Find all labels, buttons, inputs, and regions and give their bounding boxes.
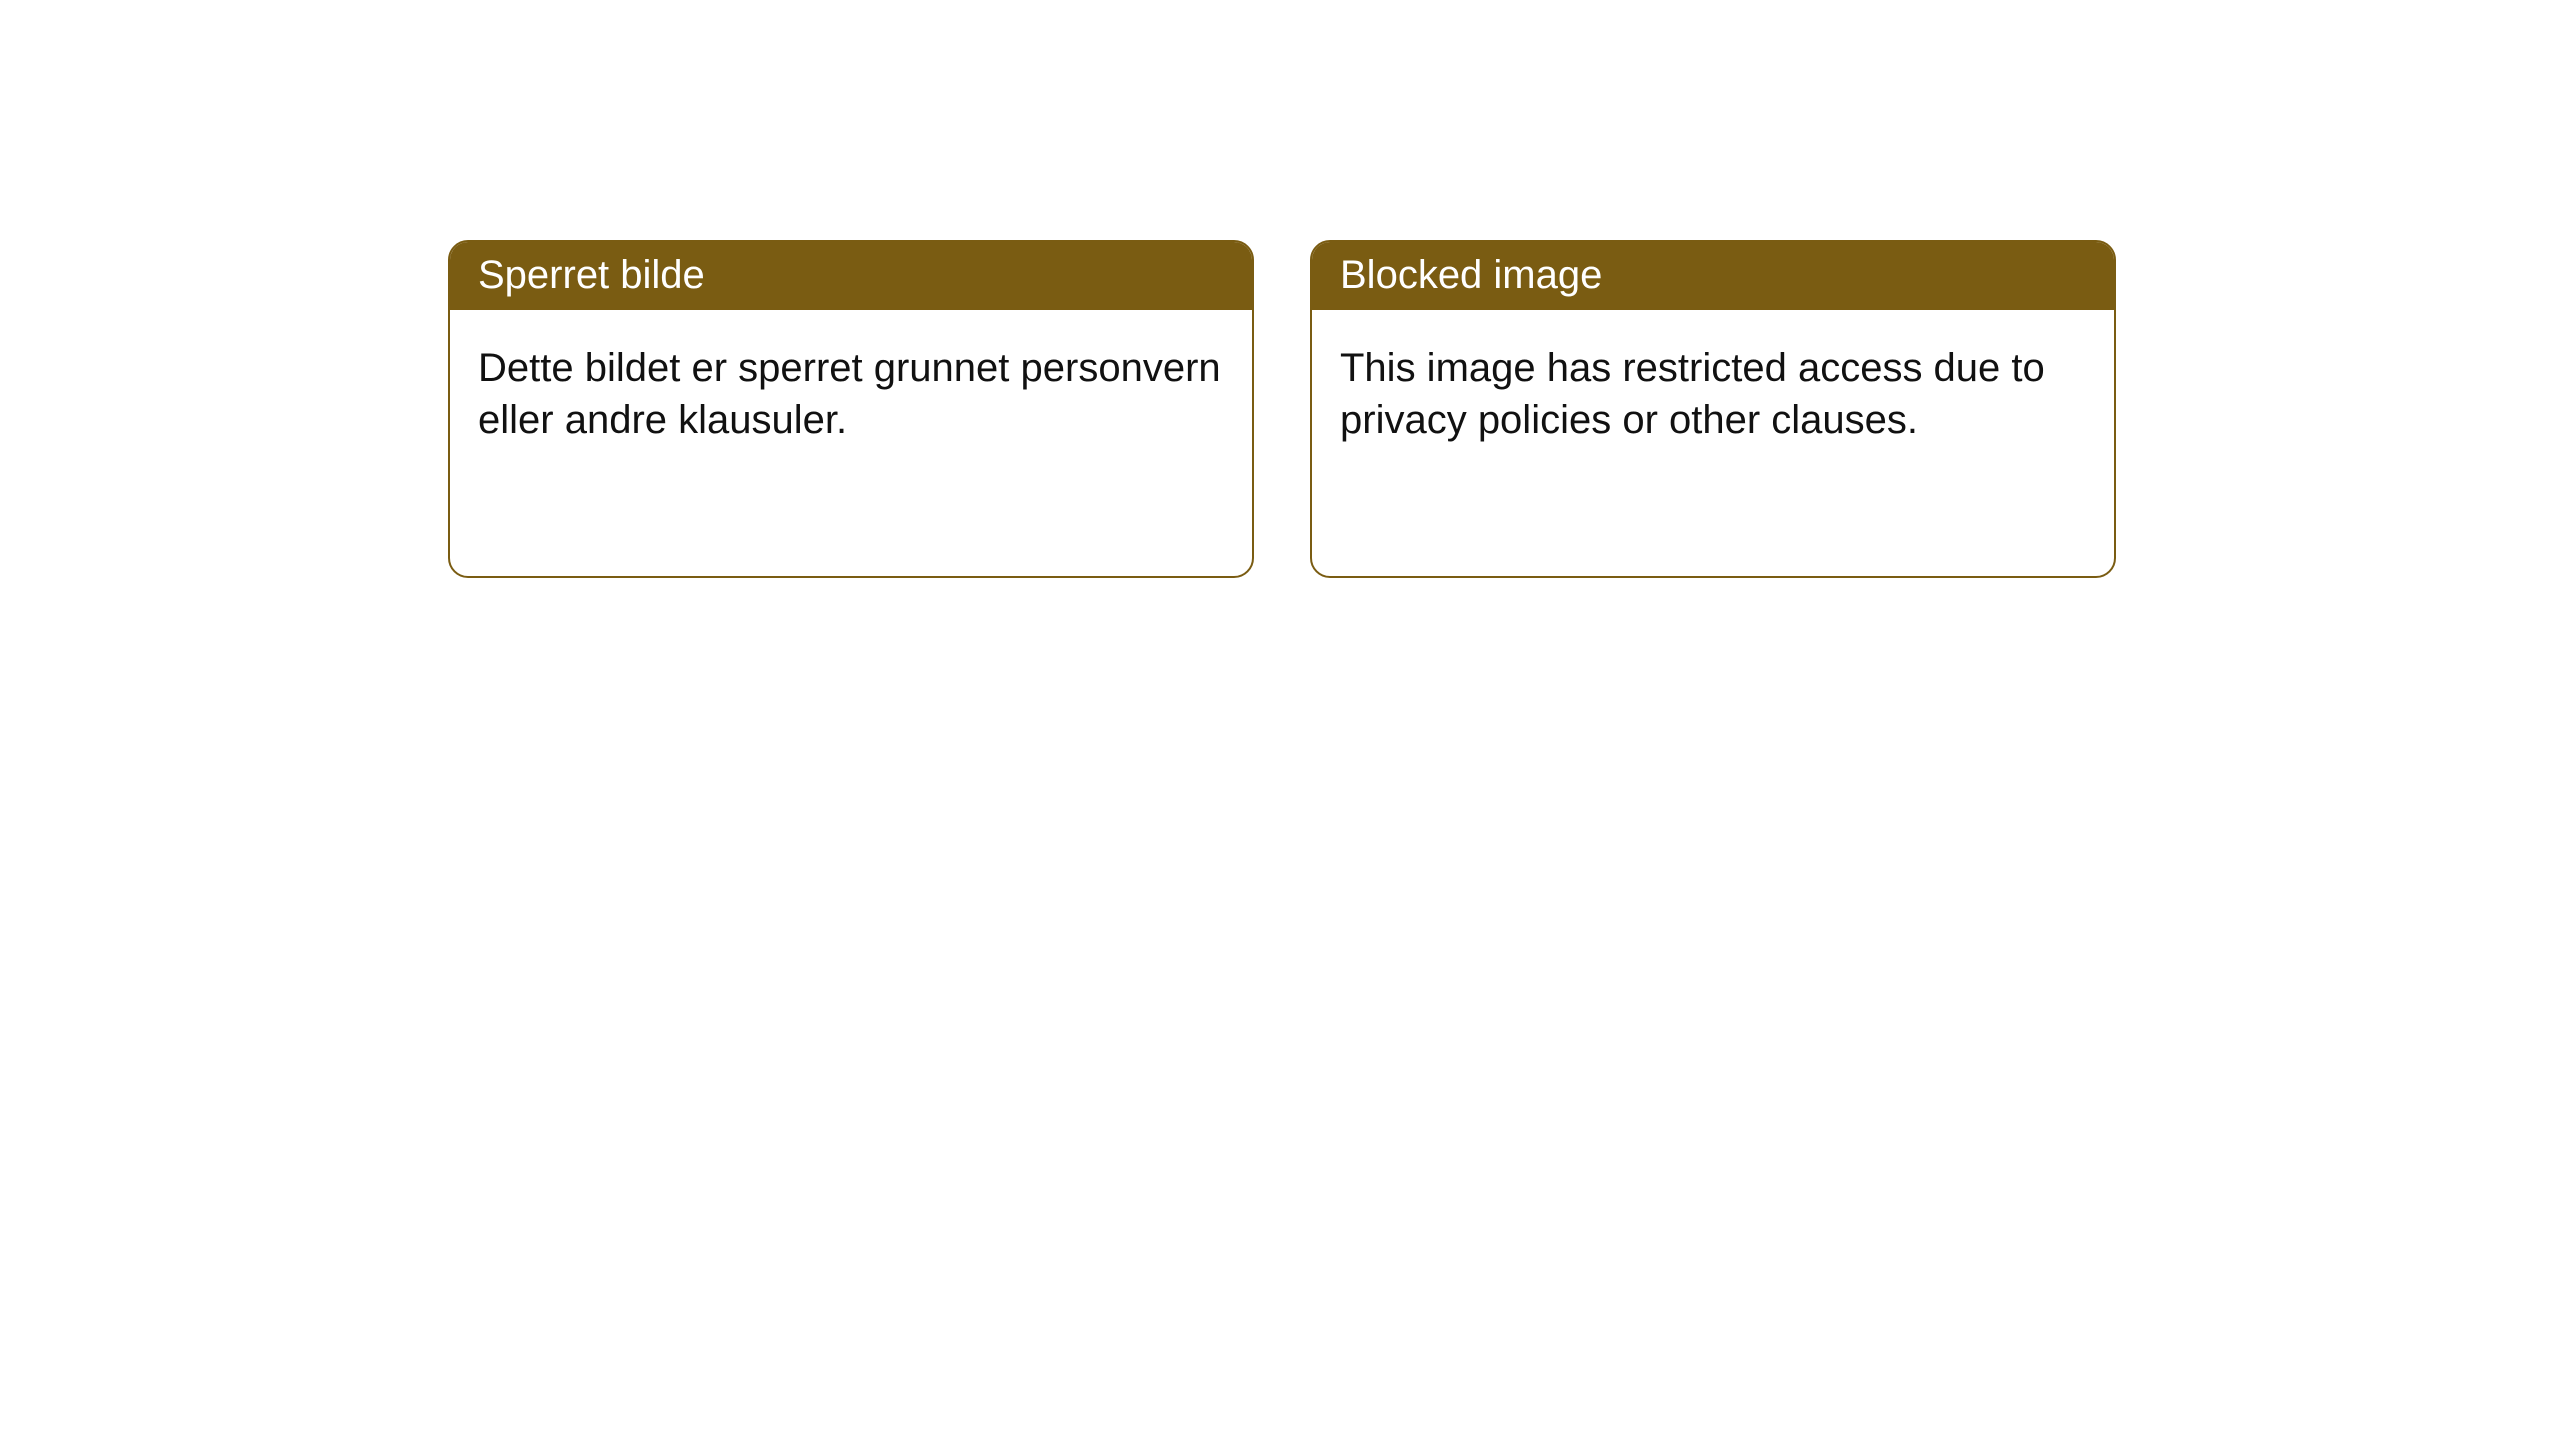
card-body: Dette bildet er sperret grunnet personve… xyxy=(450,310,1252,478)
blocked-image-card-no: Sperret bilde Dette bildet er sperret gr… xyxy=(448,240,1254,578)
card-header: Sperret bilde xyxy=(450,242,1252,310)
card-header: Blocked image xyxy=(1312,242,2114,310)
card-body: This image has restricted access due to … xyxy=(1312,310,2114,478)
blocked-image-card-en: Blocked image This image has restricted … xyxy=(1310,240,2116,578)
blocked-image-notice-container: Sperret bilde Dette bildet er sperret gr… xyxy=(448,240,2116,578)
